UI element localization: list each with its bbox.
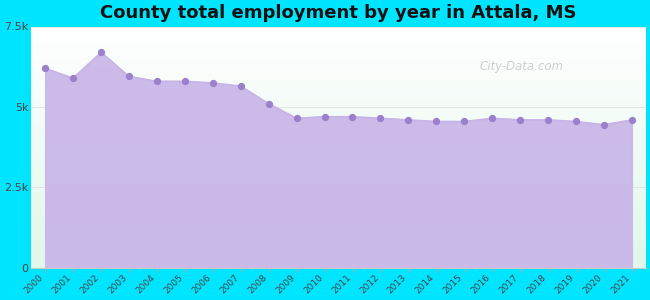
Point xyxy=(40,66,50,71)
Point xyxy=(571,119,581,124)
Point xyxy=(291,116,302,121)
Point xyxy=(124,74,134,79)
Point xyxy=(515,117,525,122)
Title: County total employment by year in Attala, MS: County total employment by year in Attal… xyxy=(100,4,577,22)
Point xyxy=(403,117,413,122)
Point xyxy=(627,117,637,122)
Point xyxy=(459,119,469,124)
Point xyxy=(487,116,497,121)
Point xyxy=(599,122,609,127)
Point xyxy=(96,50,106,55)
Point xyxy=(235,84,246,88)
Point xyxy=(179,79,190,84)
Point xyxy=(207,80,218,85)
Point xyxy=(543,117,553,122)
Point xyxy=(375,116,385,121)
Point xyxy=(347,114,358,119)
Point xyxy=(319,114,330,119)
Point xyxy=(263,101,274,106)
Text: City-Data.com: City-Data.com xyxy=(480,60,564,73)
Point xyxy=(151,79,162,84)
Point xyxy=(431,119,441,124)
Point xyxy=(68,76,78,80)
